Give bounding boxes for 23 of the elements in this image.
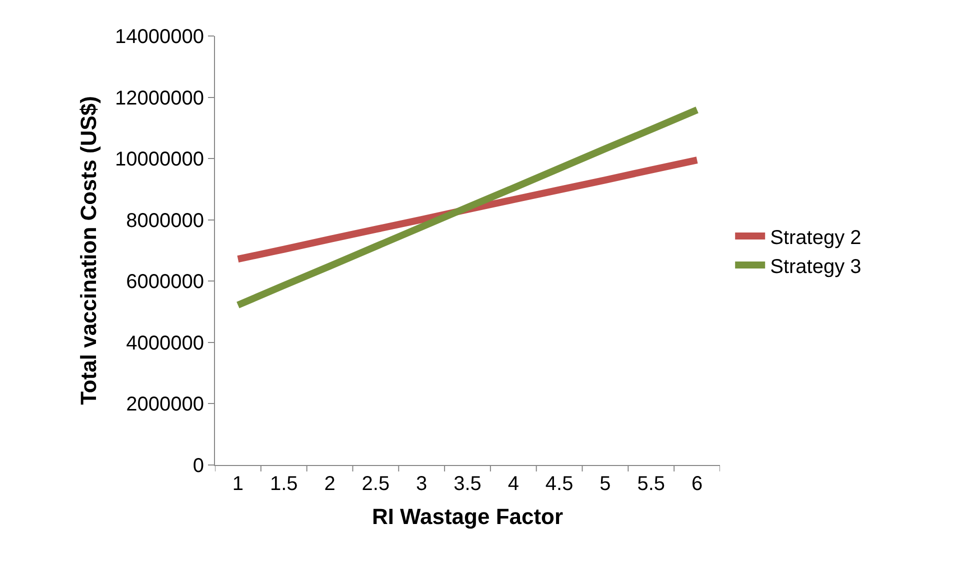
x-axis-title: RI Wastage Factor <box>372 504 564 529</box>
x-tick-label: 5 <box>600 473 611 495</box>
y-tick-label: 8000000 <box>126 210 204 232</box>
x-tick-label: 2 <box>324 473 336 495</box>
x-tick-label: 5.5 <box>637 473 666 495</box>
y-tick-label: 12000000 <box>115 87 204 110</box>
y-tick-label: 0 <box>192 455 204 477</box>
x-tick-label: 6 <box>691 473 703 495</box>
y-tick-label: 2000000 <box>126 394 204 416</box>
y-tick-label: 14000000 <box>115 26 204 48</box>
legend-label: Strategy 3 <box>770 256 862 278</box>
x-tick-label: 3 <box>416 473 428 495</box>
x-tick-label: 1 <box>232 473 244 495</box>
x-tick-label: 4 <box>508 473 519 495</box>
y-tick-label: 6000000 <box>126 271 204 294</box>
x-tick-label: 4.5 <box>545 473 574 495</box>
y-axis-title: Total vaccination Costs (US$) <box>76 96 101 405</box>
y-tick-label: 4000000 <box>126 332 204 354</box>
y-tick-label: 10000000 <box>115 148 204 171</box>
x-tick-label: 2.5 <box>362 473 390 495</box>
legend-label: Strategy 2 <box>770 226 862 249</box>
x-tick-label: 1.5 <box>270 473 298 495</box>
x-tick-label: 3.5 <box>454 473 482 495</box>
